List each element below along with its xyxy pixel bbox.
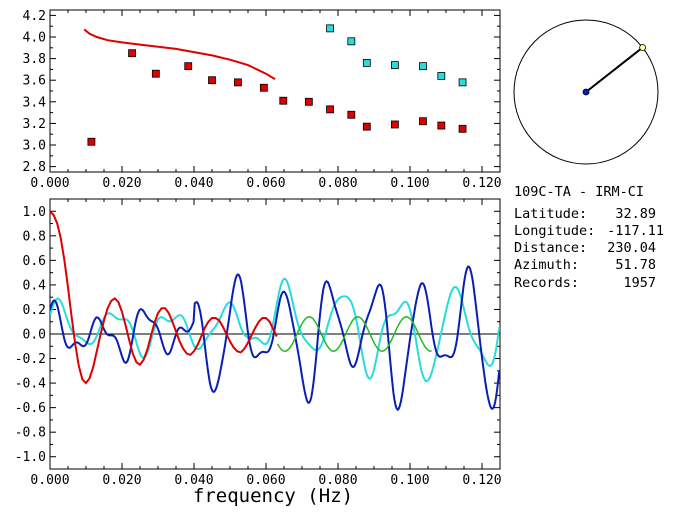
bottom-y-tick-label: 0.6 [23,254,46,269]
bottom-plot-area [50,210,500,412]
red-velocity-point [184,62,193,71]
red-velocity-point [362,122,371,131]
red-velocity-point [87,137,96,146]
top-y-tick-label: 3.6 [23,74,46,89]
red-velocity-point [279,96,288,105]
top-y-tick-label: 4.0 [23,31,46,46]
red-velocity-point [128,49,136,58]
red-velocity-point [458,124,467,133]
distance-label: Distance: [514,240,587,256]
bottom-y-tick-label: 0.0 [23,328,46,343]
bottom-y-tick-label: -0.8 [15,426,46,441]
bottom-y-tick-label: 0.4 [23,278,47,293]
red-velocity-point [437,121,446,130]
bottom-y-tick-label: 0.8 [23,229,46,244]
bottom-y-tick-label: -0.4 [15,377,46,392]
top-y-tick-label: 3.2 [23,117,46,132]
bottom-y-tick-label: -0.2 [15,352,46,367]
x-axis-label: frequency (Hz) [193,485,353,507]
records-value: 1957 [623,275,656,291]
cyan-velocity-point [304,10,313,11]
top-y-tick-label: 4.2 [23,9,46,24]
red-velocity-point [151,69,160,78]
red-velocity-point [419,117,427,126]
top-x-tick-label: 0.040 [174,176,213,191]
azimuth-value: 51.78 [615,257,656,273]
longitude-value: -117.11 [607,223,664,239]
bottom-x-tick-label: 0.080 [318,473,357,488]
top-x-tick-label: 0.020 [102,176,141,191]
top-y-tick-label: 3.0 [23,139,46,154]
bottom-x-tick-label: 0.100 [390,473,429,488]
bottom-y-tick-label: 0.2 [23,303,46,318]
bottom-x-tick-label: 0.020 [102,473,141,488]
cyan-velocity-point [458,78,467,87]
top-y-tick-label: 2.8 [23,160,46,175]
red-velocity-point [304,97,313,106]
bottom-y-tick-label: -1.0 [15,450,46,465]
cyan-velocity-point [347,37,356,46]
red-velocity-point [390,120,399,129]
top-y-tick-label: 3.4 [23,95,47,110]
bottom-y-tick-label: 1.0 [23,205,46,220]
cyan-velocity-point [326,24,334,33]
bottom-x-tick-label: 0.000 [30,473,69,488]
top-x-tick-label: 0.060 [246,176,285,191]
bottom-x-tick-label: 0.060 [246,473,285,488]
green-trace [276,316,432,352]
compass-center-dot [582,88,590,96]
red-velocity-point [259,83,268,92]
cyan-velocity-point [419,62,427,71]
latitude-value: 32.89 [615,206,656,222]
bottom-x-tick-label: 0.120 [462,473,501,488]
red-velocity-curve [83,28,276,80]
top-plot-area [83,10,467,146]
cyan-velocity-point [362,59,371,67]
top-x-tick-label: 0.080 [318,176,357,191]
longitude-label: Longitude: [514,223,595,239]
velocity-panel: 0.000 0.020 0.040 0.060 0.080 0.100 0.120 2.8 3.… [23,9,502,191]
azimuth-tip-marker [639,44,646,51]
distance-value: 230.04 [607,240,656,256]
red-velocity-point [326,105,334,114]
cyan-velocity-point [390,61,399,69]
red-velocity-point [208,76,216,85]
top-x-tick-label: 0.000 [30,176,69,191]
top-x-tick-label: 0.100 [390,176,429,191]
latitude-label: Latitude: [514,206,587,222]
records-label: Records: [514,275,579,291]
top-frame [49,9,501,173]
azimuth-label: Azimuth: [514,257,579,273]
station-info: 109C-TA - IRM-CI Latitude: 32.89 Longitu… [514,184,664,291]
correlation-panel: 0.000 0.020 0.040 0.060 0.080 0.100 0.120 -1.0 -… [15,198,502,488]
station-name: 109C-TA - IRM-CI [514,184,644,200]
azimuth-compass [513,19,659,165]
top-y-tick-label: 3.8 [23,52,46,67]
red-velocity-point [234,78,242,87]
compass-circle [513,19,659,165]
azimuth-needle [585,46,644,93]
cyan-velocity-point [437,71,446,80]
top-x-tick-label: 0.120 [462,176,501,191]
blue-trace [50,265,500,412]
bottom-x-tick-label: 0.040 [174,473,213,488]
red-velocity-point [347,110,356,119]
red-trace [50,210,278,385]
bottom-y-tick-label: -0.6 [15,401,46,416]
